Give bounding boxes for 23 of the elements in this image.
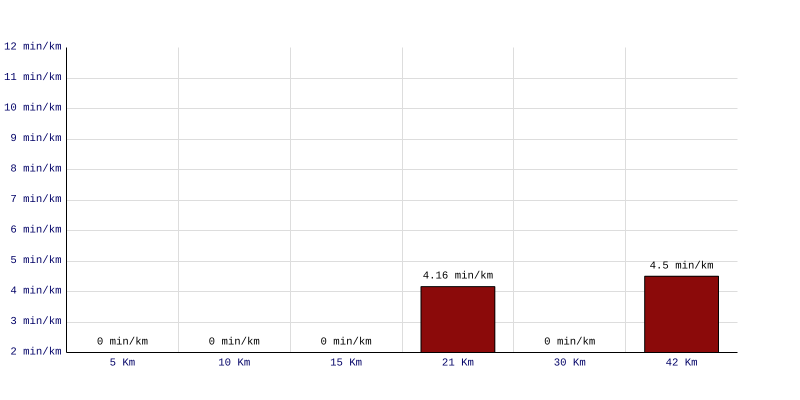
text: 0 min/km bbox=[96, 336, 148, 348]
y-tick-label: 2 min/km bbox=[10, 346, 62, 358]
y-tick-label: 7 min/km bbox=[10, 194, 62, 206]
data-label: 4.5 min/km bbox=[650, 260, 714, 272]
y-tick-label: 9 min/km bbox=[10, 133, 62, 145]
y-tick-label: 6 min/km bbox=[10, 224, 62, 236]
y-tick-label: 4 min/km bbox=[10, 286, 62, 298]
x-tick-label: 10 Km bbox=[218, 358, 250, 370]
data-label: 4.16 min/km bbox=[422, 270, 494, 283]
x-tick-label: 30 Km bbox=[554, 358, 586, 370]
y-tick-label: 12 min/km bbox=[4, 42, 62, 54]
y-tick-label: 5 min/km bbox=[10, 255, 62, 267]
text: 0 min/km bbox=[320, 336, 372, 348]
y-tick-label: 8 min/km bbox=[10, 164, 62, 176]
x-tick-label: 21 Km bbox=[442, 358, 474, 370]
y-tick-label: 11 min/km bbox=[4, 72, 62, 84]
x-tick-label: 5 Km bbox=[110, 358, 136, 370]
text: 0 min/km bbox=[208, 336, 260, 348]
y-tick-label: 3 min/km bbox=[10, 316, 62, 328]
x-tick-label: 42 Km bbox=[666, 358, 698, 370]
x-tick-label: 15 Km bbox=[330, 358, 362, 370]
text: 0 min/km bbox=[544, 336, 596, 348]
y-tick-label: 10 min/km bbox=[4, 102, 62, 114]
